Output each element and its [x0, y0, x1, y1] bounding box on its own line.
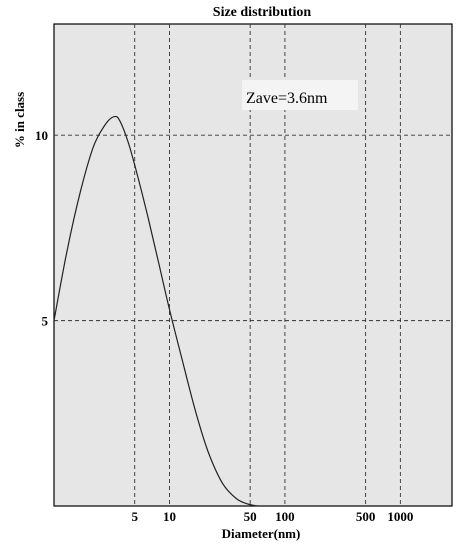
series-line	[53, 115, 258, 507]
annotation-box	[242, 80, 358, 110]
x-tick-10: 10	[163, 509, 176, 524]
x-tick-5: 5	[131, 509, 138, 524]
x-tick-500: 500	[356, 509, 376, 524]
x-axis-label: Diameter(nm)	[222, 526, 301, 541]
y-axis-label: % in class	[12, 92, 27, 148]
y-tick-10: 10	[35, 128, 48, 143]
chart-title: Size distribution	[213, 5, 312, 20]
x-tick-1000: 1000	[387, 509, 413, 524]
y-tick-5: 5	[42, 314, 49, 329]
x-tick-100: 100	[275, 509, 295, 524]
annotation-zave: Zave=3.6nm	[246, 90, 328, 107]
x-tick-50: 50	[244, 509, 257, 524]
grid-lines	[54, 24, 452, 506]
tick-labels: 5 10 50 100 500 1000 5 10	[35, 128, 413, 524]
